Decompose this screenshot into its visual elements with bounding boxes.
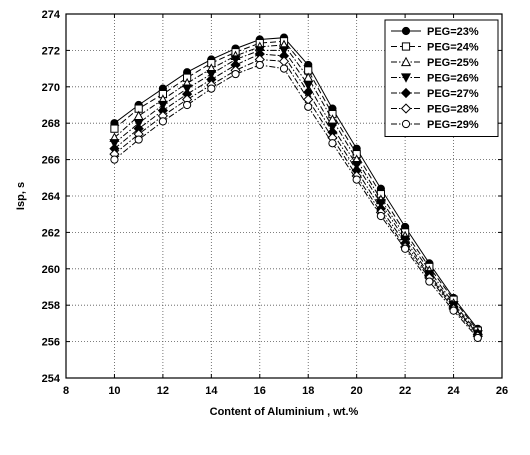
x-tick-label: 14 [205, 385, 218, 397]
y-tick-label: 264 [42, 191, 61, 203]
legend-label: PEG=27% [427, 88, 479, 100]
y-tick-label: 272 [42, 45, 60, 57]
legend-label: PEG=26% [427, 73, 479, 85]
data-point [375, 199, 386, 209]
data-point [279, 64, 289, 73]
x-tick-label: 18 [302, 385, 314, 397]
data-point [110, 124, 119, 133]
legend-item: PEG=26% [391, 73, 479, 85]
data-point [133, 119, 144, 129]
y-axis-ticks: 254 256 258 260 262 264 266 268 270 272 274 [42, 9, 502, 385]
data-point [400, 56, 412, 67]
series-7 [110, 60, 482, 343]
x-axis-ticks: 8 10 12 14 16 18 20 22 24 26 [63, 14, 508, 397]
y-tick-label: 256 [42, 337, 60, 349]
data-point [376, 211, 385, 221]
x-tick-label: 16 [254, 385, 266, 397]
x-tick-label: 12 [157, 385, 169, 397]
data-point [401, 244, 410, 253]
x-tick-label: 24 [447, 385, 460, 397]
data-point [255, 60, 264, 70]
legend-label: PEG=24% [427, 42, 479, 54]
data-point [401, 42, 411, 51]
data-point [351, 160, 362, 171]
legend: PEG=23% PEG=24% PEG=25% PEG=26% PEG=27% PEG=2… [384, 19, 499, 137]
legend-label: PEG=25% [427, 57, 479, 69]
data-point [328, 139, 337, 148]
series-line [114, 53, 479, 335]
series-line [114, 40, 479, 332]
legend-label: PEG=23% [427, 26, 479, 38]
series-line [114, 64, 479, 339]
data-point [230, 55, 241, 65]
y-tick-label: 262 [42, 227, 60, 239]
data-point [449, 306, 458, 315]
legend-label: PEG=29% [427, 119, 479, 131]
x-axis-title: Content of Aluminium , wt.% [210, 406, 359, 418]
data-point [401, 26, 411, 36]
data-point [182, 84, 193, 94]
y-tick-label: 260 [42, 264, 60, 276]
y-tick-label: 274 [42, 9, 61, 21]
legend-item: PEG=29% [391, 119, 479, 131]
data-point [183, 100, 192, 110]
data-point [473, 333, 482, 343]
data-point [206, 69, 217, 80]
data-point [207, 84, 216, 93]
series-line [114, 49, 479, 335]
data-point [110, 155, 119, 164]
series-line [114, 58, 479, 337]
data-point [303, 80, 314, 91]
x-tick-label: 10 [108, 385, 120, 397]
legend-item: PEG=25% [391, 56, 479, 69]
data-point [134, 135, 143, 144]
data-point [304, 102, 313, 111]
data-point [400, 103, 412, 114]
data-point [352, 175, 361, 184]
x-tick-label: 22 [399, 385, 411, 397]
data-point [401, 119, 411, 129]
data-point [425, 277, 434, 286]
data-point [400, 73, 412, 83]
data-point [158, 117, 167, 126]
x-tick-label: 8 [63, 385, 69, 397]
y-axis-title: Isp, s [15, 182, 27, 210]
series-line [114, 37, 479, 330]
data-point [109, 139, 120, 149]
y-tick-label: 270 [42, 82, 60, 94]
legend-item: PEG=28% [391, 103, 479, 116]
data-point [231, 69, 240, 79]
y-tick-label: 268 [42, 118, 60, 130]
y-tick-label: 254 [42, 373, 61, 385]
legend-item: PEG=27% [391, 87, 479, 100]
data-point [327, 122, 338, 133]
x-tick-label: 20 [351, 385, 363, 397]
data-point [157, 100, 168, 111]
legend-label: PEG=28% [427, 104, 479, 116]
legend-item: PEG=24% [391, 42, 479, 54]
legend-item: PEG=23% [391, 26, 479, 38]
data-point [400, 87, 412, 99]
y-tick-label: 258 [42, 300, 60, 312]
data-point [278, 46, 290, 56]
y-tick-label: 266 [42, 155, 60, 167]
x-tick-label: 26 [496, 385, 508, 397]
